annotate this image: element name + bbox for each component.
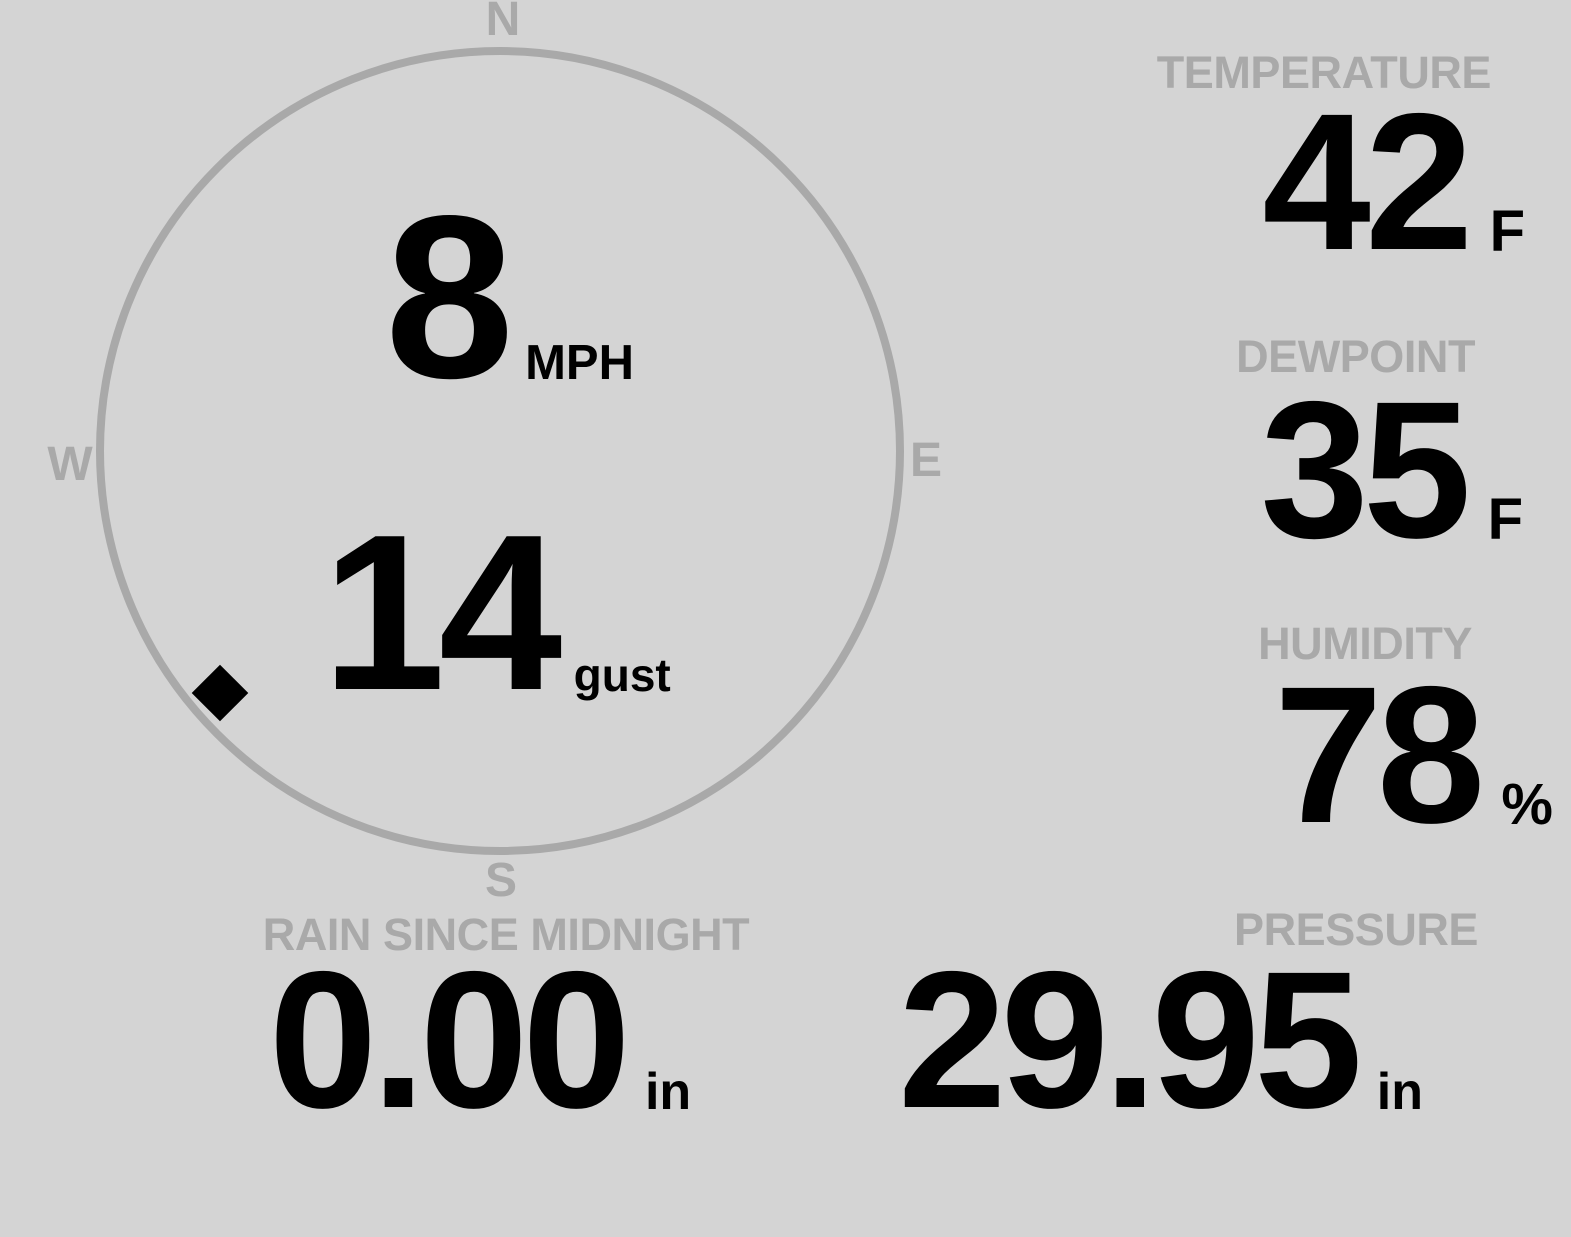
- compass-label-south: S: [484, 854, 518, 907]
- temperature-unit: F: [1489, 199, 1525, 264]
- dewpoint-label: DEWPOINT: [1236, 331, 1475, 382]
- dewpoint-value-row: 35 F: [1260, 373, 1523, 568]
- dewpoint-value: 35: [1260, 361, 1471, 579]
- rain-value: 0.00: [268, 931, 631, 1149]
- compass-label-east: E: [909, 434, 943, 487]
- temperature-value-row: 42 F: [1262, 85, 1525, 280]
- wind-speed-unit: MPH: [525, 336, 634, 390]
- wind-gust: 14 gust: [322, 502, 671, 724]
- wind-gust-value: 14: [322, 489, 562, 737]
- pressure-value-row: 29.95 in: [898, 943, 1423, 1138]
- pressure-unit: in: [1376, 1063, 1423, 1121]
- compass-ring: [96, 47, 904, 855]
- rain-label: RAIN SINCE MIDNIGHT: [262, 909, 750, 960]
- humidity-unit: %: [1501, 772, 1553, 837]
- rain-unit: in: [644, 1063, 692, 1121]
- compass-label-west: W: [47, 438, 93, 491]
- temperature-value: 42: [1262, 73, 1473, 291]
- wind-speed: 8 MPH: [385, 182, 634, 414]
- wind-speed-value: 8: [385, 168, 514, 427]
- humidity-value: 78: [1274, 646, 1485, 864]
- compass-label-north: N: [485, 0, 521, 46]
- temperature-label: TEMPERATURE: [1156, 47, 1492, 98]
- dewpoint-unit: F: [1487, 487, 1523, 552]
- pressure-label: PRESSURE: [1234, 904, 1478, 955]
- humidity-label: HUMIDITY: [1258, 618, 1472, 669]
- humidity-value-row: 78 %: [1274, 658, 1553, 853]
- pressure-value: 29.95: [898, 931, 1363, 1149]
- wind-gust-unit: gust: [573, 649, 671, 701]
- rain-value-row: 0.00 in: [269, 943, 691, 1138]
